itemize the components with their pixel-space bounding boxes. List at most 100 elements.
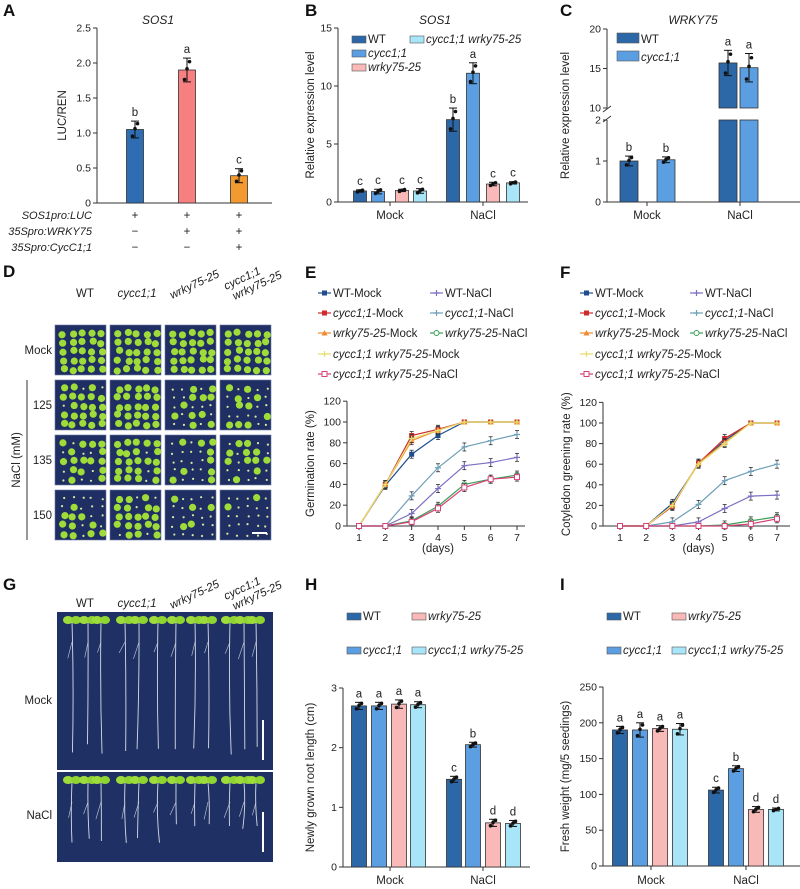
- seedling: [134, 530, 142, 538]
- data-point: [449, 779, 454, 784]
- seedling: [207, 365, 215, 373]
- seedling: [154, 366, 162, 374]
- legend-label: wrky75-25: [428, 611, 482, 623]
- seedling: [123, 392, 131, 400]
- cotyledon: [167, 616, 177, 624]
- seedling: [254, 339, 262, 348]
- seedling: [90, 515, 93, 518]
- lateral-root: [251, 801, 257, 816]
- seedling: [200, 534, 204, 538]
- seedling: [116, 386, 124, 394]
- seedling: [98, 348, 107, 356]
- legend-label: cycc1;1 wrky75-25: [688, 645, 784, 657]
- cotyledon: [63, 616, 73, 624]
- data-point: [731, 769, 736, 773]
- data-point: [661, 160, 666, 164]
- seedling: [145, 479, 148, 482]
- seedling: [144, 457, 152, 465]
- lateral-root: [190, 801, 196, 814]
- genotype-header: wrky75-25: [168, 268, 222, 302]
- cotyledon: [186, 776, 196, 784]
- y-tick-label: 60: [329, 458, 341, 470]
- seedling: [134, 513, 142, 521]
- lateral-root: [223, 801, 231, 818]
- seedling: [226, 469, 229, 472]
- seedling: [182, 423, 186, 426]
- significance-letter: c: [451, 762, 457, 774]
- data-point: [360, 188, 365, 192]
- seedling: [62, 479, 65, 482]
- d-row-125: 125: [33, 400, 52, 412]
- legend-label: WT-Mock: [595, 288, 644, 300]
- panel-label-d: D: [3, 262, 15, 281]
- seedling: [124, 412, 132, 420]
- seedling: [235, 401, 244, 409]
- data-point: [716, 786, 721, 790]
- data-point: [448, 127, 453, 131]
- marker: [617, 523, 623, 529]
- marker: [514, 454, 520, 461]
- seedling: [77, 365, 85, 373]
- marker: [693, 330, 700, 336]
- legend-swatch: [409, 35, 425, 44]
- seedling: [191, 533, 194, 537]
- seedling: [237, 468, 240, 472]
- scale-bar: [262, 720, 264, 760]
- seedling: [264, 423, 268, 426]
- seedling: [151, 403, 160, 411]
- seedling: [147, 470, 150, 473]
- legend-swatch: [606, 612, 622, 621]
- significance-letter: a: [356, 688, 363, 700]
- seedling: [70, 346, 78, 354]
- seedling: [68, 522, 76, 530]
- seedling: [69, 392, 77, 400]
- seedling: [178, 348, 186, 356]
- seedling: [266, 506, 269, 510]
- seedling: [89, 337, 97, 345]
- lateral-root: [84, 641, 89, 658]
- cotyledon: [71, 776, 81, 784]
- seedling: [122, 450, 131, 458]
- legend-label: wrky75-25-NaCl: [445, 328, 527, 340]
- data-point: [491, 820, 495, 825]
- data-point: [413, 705, 418, 709]
- seedling: [82, 534, 85, 537]
- root: [156, 621, 159, 749]
- x-tick-label: 6: [488, 532, 494, 544]
- data-point: [666, 155, 671, 160]
- seedling: [114, 338, 122, 346]
- bar: [351, 705, 367, 868]
- seedling: [77, 468, 85, 476]
- seedling: [91, 469, 94, 473]
- d-row-mock: Mock: [25, 345, 53, 357]
- seedling: [246, 534, 249, 538]
- seedling: [99, 529, 107, 537]
- seedling: [209, 404, 212, 407]
- marker: [774, 515, 780, 522]
- cotyledon: [221, 776, 231, 784]
- marker: [693, 310, 700, 316]
- marker: [408, 435, 415, 442]
- data-point: [620, 725, 625, 730]
- seedling: [152, 476, 160, 484]
- seedling: [78, 337, 86, 346]
- data-point: [723, 71, 728, 75]
- seedling: [134, 522, 142, 531]
- seedling: [72, 442, 75, 445]
- seedling: [264, 395, 267, 398]
- y-tick-label: 0.5: [76, 163, 91, 175]
- seedling: [70, 401, 78, 410]
- y-tick-label: 40: [585, 479, 597, 491]
- legend-label: cycc1;1 wrky75-25-Mock: [333, 349, 460, 361]
- seedling: [133, 364, 142, 372]
- seedling: [60, 411, 69, 419]
- seedling: [153, 329, 161, 338]
- seedling: [233, 355, 242, 363]
- y-tick-label: 60: [585, 459, 597, 471]
- seedling: [191, 514, 195, 517]
- legend-label: WT-NaCl: [705, 288, 752, 300]
- y-tick-label: 0: [591, 861, 597, 873]
- data-point: [373, 191, 378, 196]
- marker: [435, 485, 441, 492]
